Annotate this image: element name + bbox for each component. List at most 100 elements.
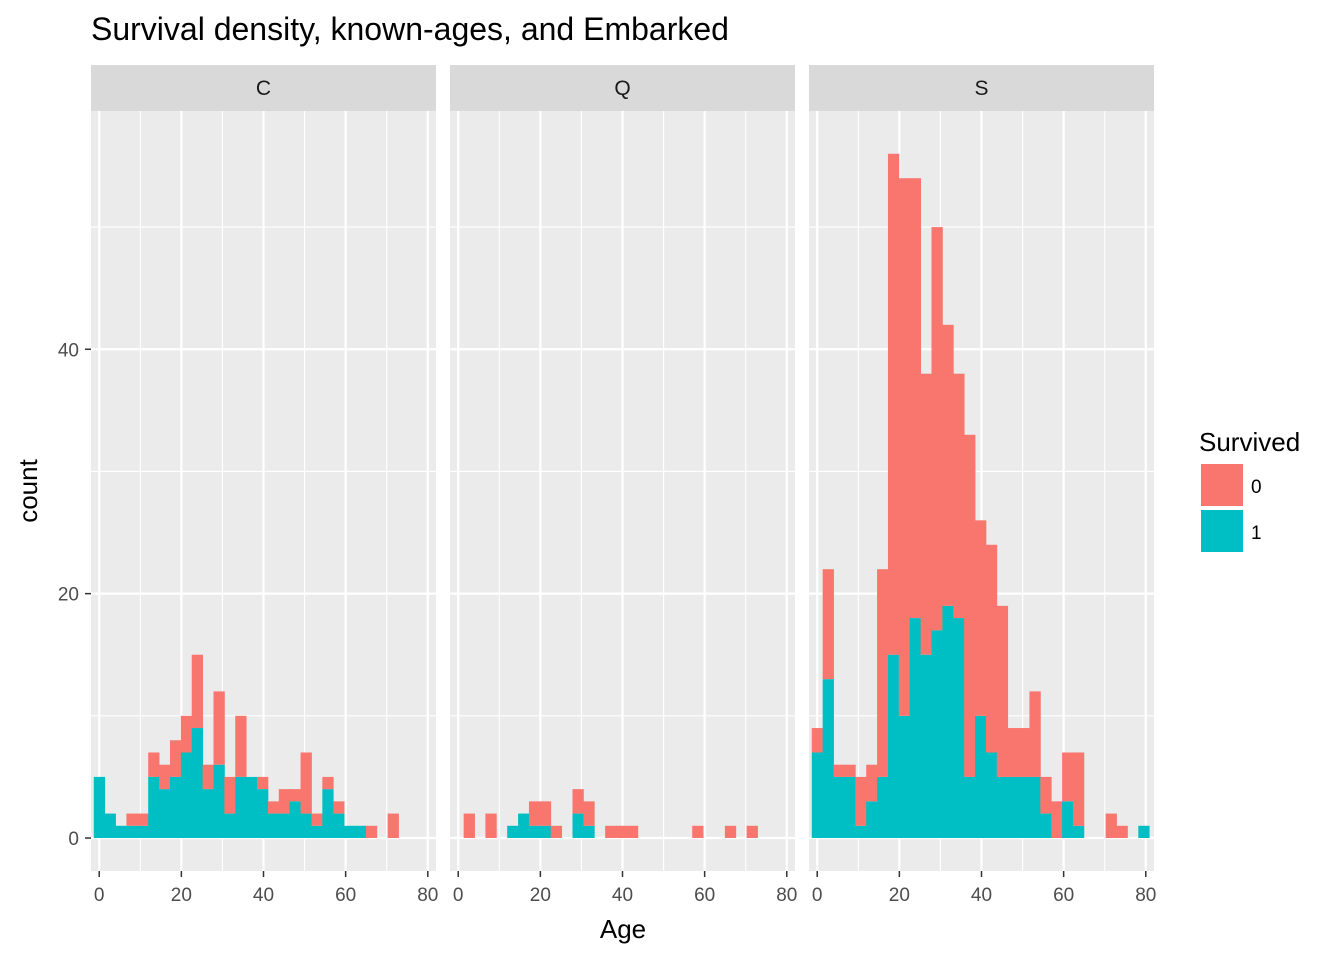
bar-survived-0 <box>485 813 497 839</box>
bar-survived-0 <box>975 520 987 716</box>
bar-survived-1 <box>975 715 987 839</box>
bar-survived-0 <box>811 728 824 753</box>
bar-survived-1 <box>322 789 334 839</box>
bar-survived-0 <box>887 153 900 655</box>
bar-survived-1 <box>333 813 345 839</box>
bar-survived-0 <box>1007 728 1019 777</box>
facet-strip <box>809 65 1154 111</box>
bar-survived-1 <box>1062 801 1074 839</box>
legend-key-1 <box>1201 510 1243 552</box>
x-tick-label: 20 <box>171 885 192 906</box>
bar-survived-0 <box>931 227 943 631</box>
bar-survived-1 <box>539 825 552 839</box>
bar-survived-0 <box>616 825 628 839</box>
bar-survived-1 <box>93 776 106 839</box>
bar-survived-1 <box>148 776 160 839</box>
x-axis-title: Age <box>600 914 646 944</box>
bar-survived-0 <box>1072 752 1085 826</box>
bar-survived-0 <box>844 764 856 777</box>
bar-survived-0 <box>278 789 291 814</box>
bar-survived-0 <box>1051 801 1063 839</box>
bar-survived-0 <box>137 813 149 826</box>
legend-entries: 01 <box>1201 464 1262 552</box>
bar-survived-0 <box>626 825 639 839</box>
bar-survived-1 <box>115 825 127 839</box>
bar-survived-0 <box>333 801 345 814</box>
bar-survived-0 <box>191 654 204 729</box>
bar-survived-1 <box>202 789 214 839</box>
bar-survived-1 <box>887 654 900 839</box>
bar-survived-1 <box>169 776 182 839</box>
bar-survived-1 <box>1029 776 1041 839</box>
bar-survived-1 <box>235 776 247 839</box>
facet-panel-s: S 0 20 40 60 80 <box>809 65 1156 906</box>
bar-survived-0 <box>550 825 563 839</box>
bar-survived-0 <box>964 434 976 777</box>
bar-survived-1 <box>257 789 269 839</box>
bar-survived-1 <box>898 715 911 839</box>
bar-survived-1 <box>811 752 824 839</box>
bar-survived-1 <box>528 825 541 839</box>
bar-survived-0 <box>996 605 1009 777</box>
facet-panel-q: Q 0 20 40 60 80 <box>450 65 797 906</box>
bar-survived-1 <box>996 776 1009 839</box>
bar-survived-0 <box>463 813 475 839</box>
bar-survived-1 <box>180 752 193 839</box>
facet-strip-label: C <box>256 77 271 100</box>
bar-survived-1 <box>289 801 301 839</box>
facet-strip-label: Q <box>614 77 630 100</box>
bar-survived-1 <box>344 825 356 839</box>
bar-survived-0 <box>855 776 867 826</box>
bar-survived-0 <box>159 764 171 790</box>
bar-survived-1 <box>833 776 845 839</box>
bar-survived-0 <box>148 752 160 777</box>
x-tick-label: 80 <box>776 885 797 906</box>
x-tick-label: 40 <box>253 885 274 906</box>
facet-strip <box>91 65 436 111</box>
chart-title: Survival density, known-ages, and Embark… <box>91 11 729 47</box>
bar-survived-0 <box>1040 776 1052 814</box>
y-tick-label: 20 <box>58 585 79 606</box>
bar-survived-1 <box>137 825 149 839</box>
bar-survived-1 <box>1138 825 1150 839</box>
bar-survived-0 <box>1105 813 1117 839</box>
legend-title: Survived <box>1199 427 1300 457</box>
bar-survived-0 <box>920 373 932 655</box>
bar-survived-0 <box>1062 752 1074 802</box>
x-tick-label: 60 <box>1053 885 1074 906</box>
x-tick-label: 0 <box>453 885 464 906</box>
bar-survived-0 <box>583 801 595 826</box>
bar-survived-1 <box>224 813 236 839</box>
x-tick-label: 40 <box>971 885 992 906</box>
bar-survived-0 <box>1029 691 1041 777</box>
legend-label-1: 1 <box>1251 523 1262 544</box>
bar-survived-0 <box>898 178 911 716</box>
bar-survived-1 <box>1072 825 1085 839</box>
bar-survived-1 <box>267 813 280 839</box>
bar-survived-0 <box>180 715 193 753</box>
bar-survived-0 <box>365 825 378 839</box>
bars <box>811 153 1150 839</box>
bar-survived-0 <box>311 813 323 826</box>
bar-survived-1 <box>311 825 323 839</box>
bar-survived-1 <box>246 776 258 839</box>
bar-survived-0 <box>539 801 552 826</box>
bar-survived-1 <box>822 679 834 839</box>
bar-survived-1 <box>909 618 922 839</box>
bar-survived-0 <box>1116 825 1128 839</box>
facet-strip <box>450 65 795 111</box>
bar-survived-1 <box>1007 776 1019 839</box>
x-tick-label: 60 <box>694 885 715 906</box>
bar-survived-0 <box>300 752 312 814</box>
bar-survived-1 <box>191 728 204 839</box>
bar-survived-1 <box>278 813 291 839</box>
bar-survived-0 <box>692 825 704 839</box>
bar-survived-1 <box>583 825 595 839</box>
x-tick-label: 40 <box>612 885 633 906</box>
x-tick-label: 20 <box>530 885 551 906</box>
bar-survived-0 <box>942 324 954 606</box>
bar-survived-1 <box>920 654 932 839</box>
x-tick-label: 80 <box>1135 885 1156 906</box>
bar-survived-0 <box>822 569 834 680</box>
